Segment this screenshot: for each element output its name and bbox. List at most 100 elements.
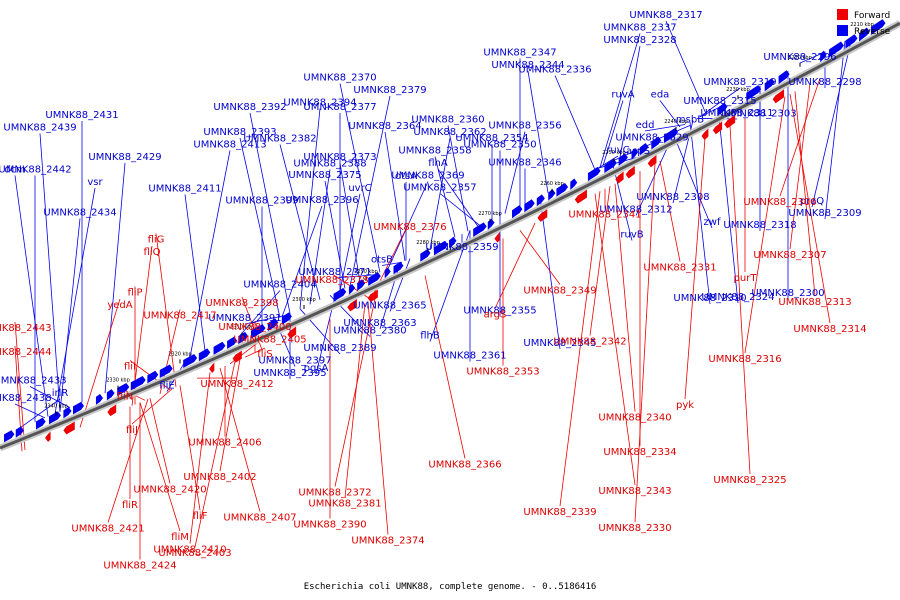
forward-gene-label: fliI (124, 362, 136, 373)
reverse-gene-label: UMNK88_2438 (0, 393, 52, 404)
reverse-gene (130, 376, 146, 391)
reverse-gene-label: UMNK88_2395 (253, 368, 326, 379)
forward-gene-label: UMNK88_2407 (223, 513, 296, 524)
forward-gene (494, 232, 500, 243)
reverse-label-connector (29, 386, 71, 408)
reverse-gene (147, 370, 159, 384)
forward-gene-label: UMNK88_2331 (643, 263, 716, 274)
forward-label-connector (684, 138, 706, 400)
reverse-gene (48, 411, 61, 425)
scale-tick-label: 2340 kbp (44, 403, 68, 409)
reverse-gene-label: UMNK88_2310 (673, 293, 746, 304)
forward-gene-label: UMNK88_2406 (188, 438, 261, 449)
forward-label-connector (219, 368, 261, 512)
reverse-label-connector (644, 124, 686, 132)
forward-label-connector (779, 78, 821, 197)
reverse-gene-label: UMNK88_2413 (193, 140, 266, 151)
reverse-gene-label: UMNK88_2393 (203, 127, 276, 138)
forward-gene-label: UMNK88_2343 (598, 486, 671, 497)
gene-labels: UMNK88_2317 UMNK88_2296 UMNK88_2298 UMNK88_… (0, 10, 867, 572)
forward-gene-label: UMNK88_2314 (793, 324, 866, 335)
forward-label-connector (794, 91, 816, 297)
reverse-gene (63, 406, 72, 419)
backbone-line (0, 21, 900, 450)
reverse-gene-label: UMNK88_2411 (148, 184, 221, 195)
reverse-gene (433, 240, 448, 256)
forward-label-connector (589, 186, 611, 336)
forward-gene-label: pyk (676, 400, 694, 411)
reverse-gene-label: UMNK88_2369 (391, 171, 464, 182)
reverse-gene-label: UMNK88_2329 (615, 133, 688, 144)
forward-label-connector (219, 359, 241, 472)
reverse-label-connector (324, 180, 346, 289)
reverse-gene-label: UMNK88_2389 (303, 343, 376, 354)
forward-label-connector (189, 372, 211, 544)
forward-gene (724, 114, 736, 129)
reverse-gene-label: UMNK88_2358 (398, 146, 471, 157)
forward-gene-label: UMNK88_2403 (158, 548, 231, 559)
forward-gene-label: fliP (127, 288, 142, 299)
forward-label-connector (789, 94, 831, 324)
reverse-gene-label: UMNK88_2344 (491, 60, 564, 71)
reverse-gene-label: UMNK88_2391 (208, 313, 281, 324)
reverse-gene-label: UMNK88_2370 (303, 73, 376, 84)
forward-gene (537, 209, 548, 222)
reverse-gene (183, 354, 198, 369)
reverse-gene (449, 236, 457, 249)
reverse-gene-label: UMNK88_2357 (403, 183, 476, 194)
scale-tick-label: 2260 kbp (540, 181, 564, 187)
reverse-gene (859, 27, 870, 42)
reverse-label-connector (249, 112, 291, 314)
forward-gene (45, 431, 51, 442)
reverse-gene (820, 50, 827, 63)
reverse-gene (159, 364, 173, 379)
legend: Forward Reverse (837, 9, 891, 37)
reverse-gene-label: uvrC (348, 183, 371, 194)
scale-tick-label: 2300 kbp (292, 297, 316, 303)
forward-label-connector (789, 83, 811, 250)
reverse-gene (556, 182, 569, 197)
forward-label-connector (194, 361, 236, 548)
forward-label-connector (79, 298, 121, 428)
reverse-gene (778, 70, 790, 85)
reverse-label-connector (104, 162, 126, 394)
reverse-gene (618, 153, 628, 166)
forward-gene-label: UMNK88_2402 (183, 472, 256, 483)
reverse-gene (631, 148, 639, 160)
scale-tick-label: 2240 kbp (664, 119, 688, 125)
forward-gene-label: UMNK88_2417 (143, 311, 216, 322)
reverse-gene (4, 430, 15, 443)
reverse-gene (333, 287, 347, 302)
reverse-gene (95, 393, 104, 405)
scale-tick-label: 2230 kbp (726, 87, 750, 93)
forward-gene-label: argS (484, 310, 507, 321)
forward-gene (287, 326, 297, 339)
reverse-gene-label: UMNK88_2337 (603, 23, 676, 34)
reverse-gene-label: otsA (395, 171, 417, 182)
reverse-gene-label: UMNK88_2375 (288, 170, 361, 181)
reverse-label-connector (184, 194, 206, 351)
reverse-gene-label: aspS (626, 146, 650, 157)
forward-gene (625, 165, 635, 179)
reverse-gene-label: UMNK88_2360 (411, 115, 484, 126)
scale-tick-label: 2270 kbp (478, 211, 502, 217)
forward-gene-label: fliS (257, 349, 272, 360)
forward-gene-label: UMNK88_2330 (598, 523, 671, 534)
reverse-gene-label: edd (636, 120, 655, 131)
reverse-label-connector (539, 196, 561, 350)
forward-gene-label: UMNK88_2366 (428, 460, 501, 471)
gene-arrows (4, 19, 886, 443)
reverse-gene (587, 166, 601, 182)
reverse-gene (524, 199, 535, 213)
forward-gene (63, 421, 75, 435)
reverse-gene (829, 41, 844, 58)
forward-label-connector (519, 230, 561, 285)
reverse-label-connector (189, 150, 231, 358)
forward-label-connector (367, 301, 389, 535)
reverse-gene-label: ruvC (606, 145, 629, 156)
reverse-label-connector (811, 37, 853, 208)
legend-reverse-swatch (837, 25, 848, 36)
forward-gene-label: fliN (117, 392, 134, 403)
reverse-gene-label: ruvB (620, 230, 643, 241)
reverse-gene-label: UMNK88_2382 (243, 134, 316, 145)
